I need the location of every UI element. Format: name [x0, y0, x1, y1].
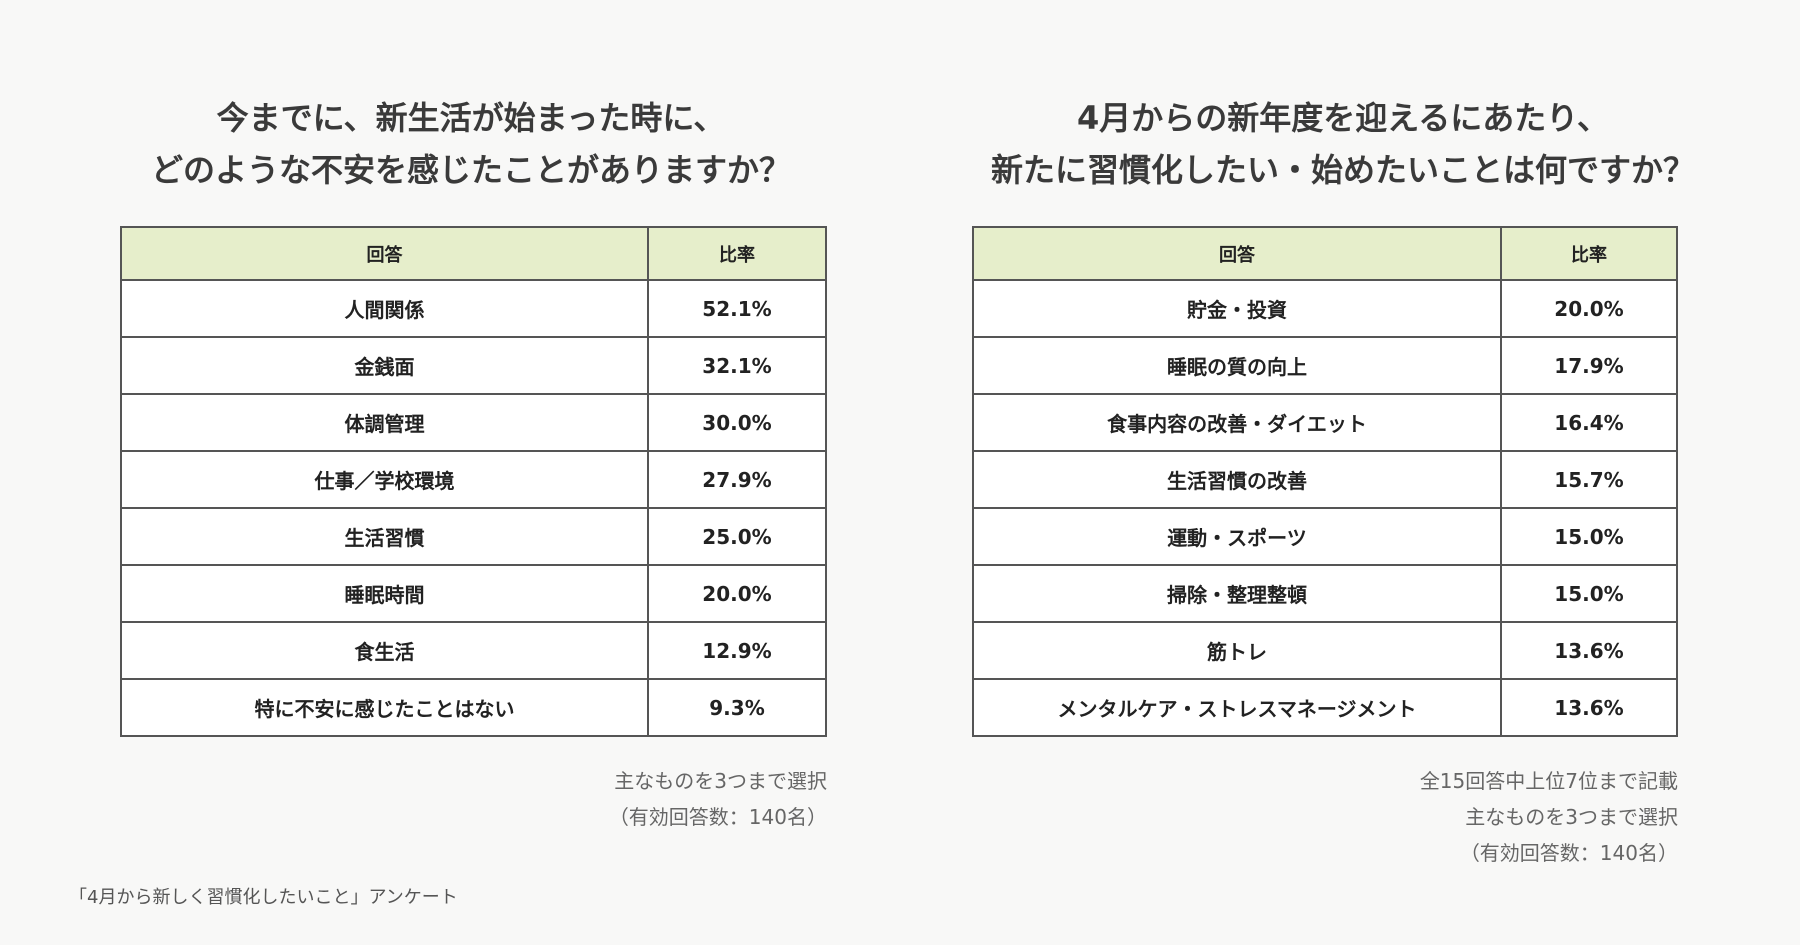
answer-cell: 睡眠時間 — [120, 564, 649, 623]
answer-cell: 生活習慣の改善 — [972, 450, 1502, 509]
row: 睡眠の質の向上 17.9% — [972, 336, 1678, 395]
note: 全15回答中上位7位まで記載 — [1419, 769, 1678, 793]
table: 回答 比率 貯金・投資 20.0% 睡眠の質の向上 17.9% 食事内容の改善・ダイエット 1… — [972, 226, 1678, 737]
row: 特に不安に感じたことはない 9.3% — [120, 678, 827, 737]
answer-cell: 特に不安に感じたことはない — [120, 678, 649, 737]
note: 主なものを3つまで選択 — [614, 769, 827, 793]
ratio-cell: 12.9% — [647, 621, 827, 680]
ratio-cell: 17.9% — [1500, 336, 1678, 395]
header-cell: 回答 — [972, 226, 1502, 281]
answer-cell: 睡眠の質の向上 — [972, 336, 1502, 395]
ratio-cell: 13.6% — [1500, 678, 1678, 737]
row: 睡眠時間 20.0% — [120, 564, 827, 623]
header-cell: 回答 — [120, 226, 649, 281]
row: 食生活 12.9% — [120, 621, 827, 680]
title-line: どのような不安を感じたことがありますか？ — [150, 151, 791, 189]
answer-cell: メンタルケア・ストレスマネージメント — [972, 678, 1502, 737]
notes: 主なものを3つまで選択 （有効回答数：140名） — [609, 763, 827, 835]
ratio-cell: 30.0% — [647, 393, 827, 452]
row: 体調管理 30.0% — [120, 393, 827, 452]
ratio-cell: 27.9% — [647, 450, 827, 509]
title-line: 今までに、新生活が始まった時に、 — [216, 99, 726, 137]
ratio-cell: 15.0% — [1500, 564, 1678, 623]
answer-cell: 貯金・投資 — [972, 279, 1502, 338]
ratio-cell: 13.6% — [1500, 621, 1678, 680]
row: メンタルケア・ストレスマネージメント 13.6% — [972, 678, 1678, 737]
answer-cell: 運動・スポーツ — [972, 507, 1502, 566]
row: 食事内容の改善・ダイエット 16.4% — [972, 393, 1678, 452]
notes: 全15回答中上位7位まで記載主なものを3つまで選択 （有効回答数：140名） — [1420, 763, 1678, 871]
note: （有効回答数：140名） — [608, 805, 827, 829]
footer: 「4月から新しく習慣化したいこと」アンケート — [69, 887, 458, 908]
header-row: 回答 比率 — [120, 226, 827, 281]
ratio-cell: 9.3% — [647, 678, 827, 737]
answer-cell: 仕事／学校環境 — [120, 450, 649, 509]
answer-cell: 金銭面 — [120, 336, 649, 395]
row: 掃除・整理整頓 15.0% — [972, 564, 1678, 623]
answer-cell: 掃除・整理整頓 — [972, 564, 1502, 623]
header-cell: 比率 — [1500, 226, 1678, 281]
title: 今までに、新生活が始まった時に、どのような不安を感じたことがありますか？ — [21, 92, 921, 196]
note: 主なものを3つまで選択 — [1465, 805, 1678, 829]
answer-cell: 筋トレ — [972, 621, 1502, 680]
row: 人間関係 52.1% — [120, 279, 827, 338]
ratio-cell: 20.0% — [1500, 279, 1678, 338]
answer-cell: 体調管理 — [120, 393, 649, 452]
row: 生活習慣 25.0% — [120, 507, 827, 566]
table: 回答 比率 人間関係 52.1% 金銭面 32.1% 体調管理 30.0% 仕事／学校環境 27.… — [120, 226, 827, 737]
header-row: 回答 比率 — [972, 226, 1678, 281]
row: 筋トレ 13.6% — [972, 621, 1678, 680]
answer-cell: 食生活 — [120, 621, 649, 680]
ratio-cell: 16.4% — [1500, 393, 1678, 452]
title-line: 新たに習慣化したい・始めたいことは何ですか？ — [990, 151, 1695, 189]
answer-cell: 生活習慣 — [120, 507, 649, 566]
ratio-cell: 15.0% — [1500, 507, 1678, 566]
ratio-cell: 15.7% — [1500, 450, 1678, 509]
row: 仕事／学校環境 27.9% — [120, 450, 827, 509]
ratio-cell: 20.0% — [647, 564, 827, 623]
row: 運動・スポーツ 15.0% — [972, 507, 1678, 566]
header-cell: 比率 — [647, 226, 827, 281]
row: 金銭面 32.1% — [120, 336, 827, 395]
ratio-cell: 52.1% — [647, 279, 827, 338]
ratio-cell: 25.0% — [647, 507, 827, 566]
row: 貯金・投資 20.0% — [972, 279, 1678, 338]
ratio-cell: 32.1% — [647, 336, 827, 395]
row: 生活習慣の改善 15.7% — [972, 450, 1678, 509]
title-line: 4月からの新年度を迎えるにあたり、 — [1076, 99, 1610, 137]
answer-cell: 食事内容の改善・ダイエット — [972, 393, 1502, 452]
note: （有効回答数：140名） — [1459, 841, 1678, 865]
answer-cell: 人間関係 — [120, 279, 649, 338]
title: 4月からの新年度を迎えるにあたり、新たに習慣化したい・始めたいことは何ですか？ — [893, 92, 1793, 196]
